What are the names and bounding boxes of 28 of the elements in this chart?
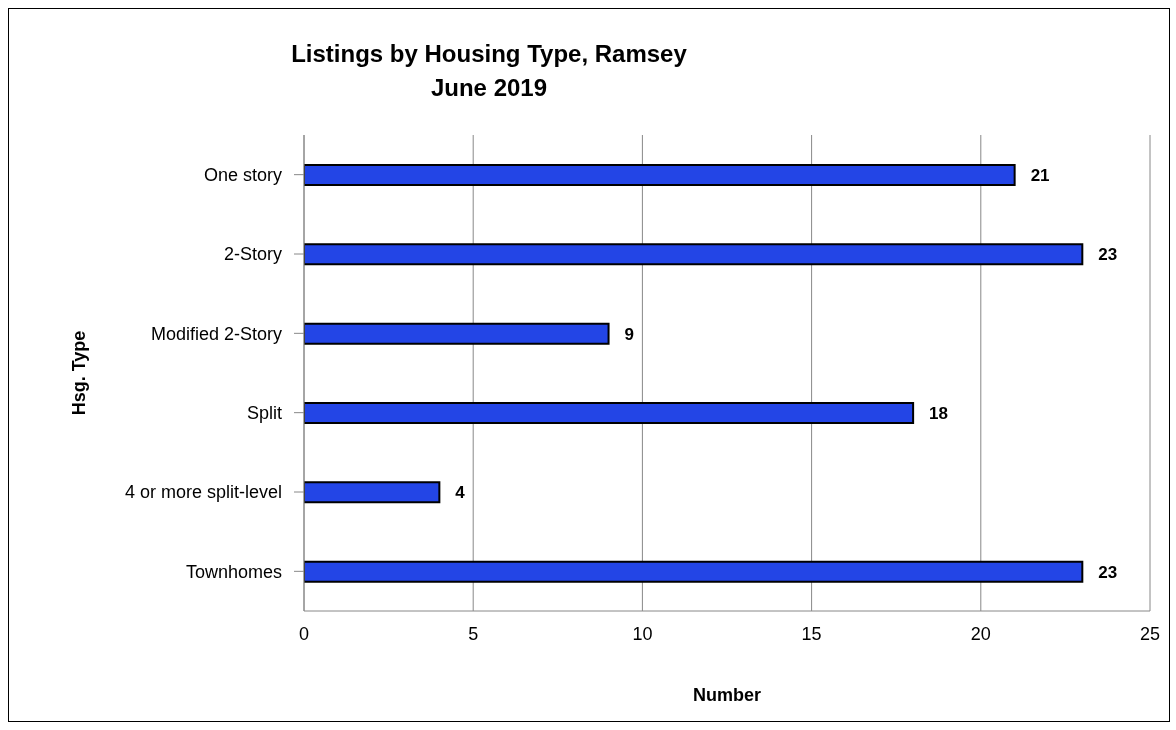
bar [304,322,610,345]
data-label: 23 [1098,562,1118,582]
data-label: 9 [624,324,635,344]
x-tick-label: 20 [970,623,991,644]
chart-title: Listings by Housing Type, Ramsey [290,39,688,69]
bar [304,164,1016,186]
bar [304,481,441,504]
y-tick-label: Townhomes [185,561,282,582]
bar [304,560,1084,583]
data-label: 21 [1030,166,1050,186]
y-tick-label: Modified 2-Story [150,323,282,344]
x-tick-label: 0 [298,623,310,644]
data-label: 4 [455,483,466,503]
x-tick-label: 25 [1139,623,1161,644]
y-tick-label: Split [246,403,282,424]
bar [304,243,1084,266]
data-label: 18 [929,404,949,424]
x-tick-label: 15 [801,623,822,644]
x-tick-label: 10 [632,623,653,644]
chart-subtitle: June 2019 [429,73,549,103]
y-tick-label: One story [203,165,282,186]
x-tick-label: 5 [468,623,479,644]
y-tick-label: 2-Story [223,244,282,265]
data-label: 23 [1098,245,1118,265]
bar [304,402,915,424]
x-axis-title: Number [692,685,762,705]
y-axis-title: Hsg. Type [69,330,90,416]
y-tick-label: 4 or more split-level [124,482,282,503]
